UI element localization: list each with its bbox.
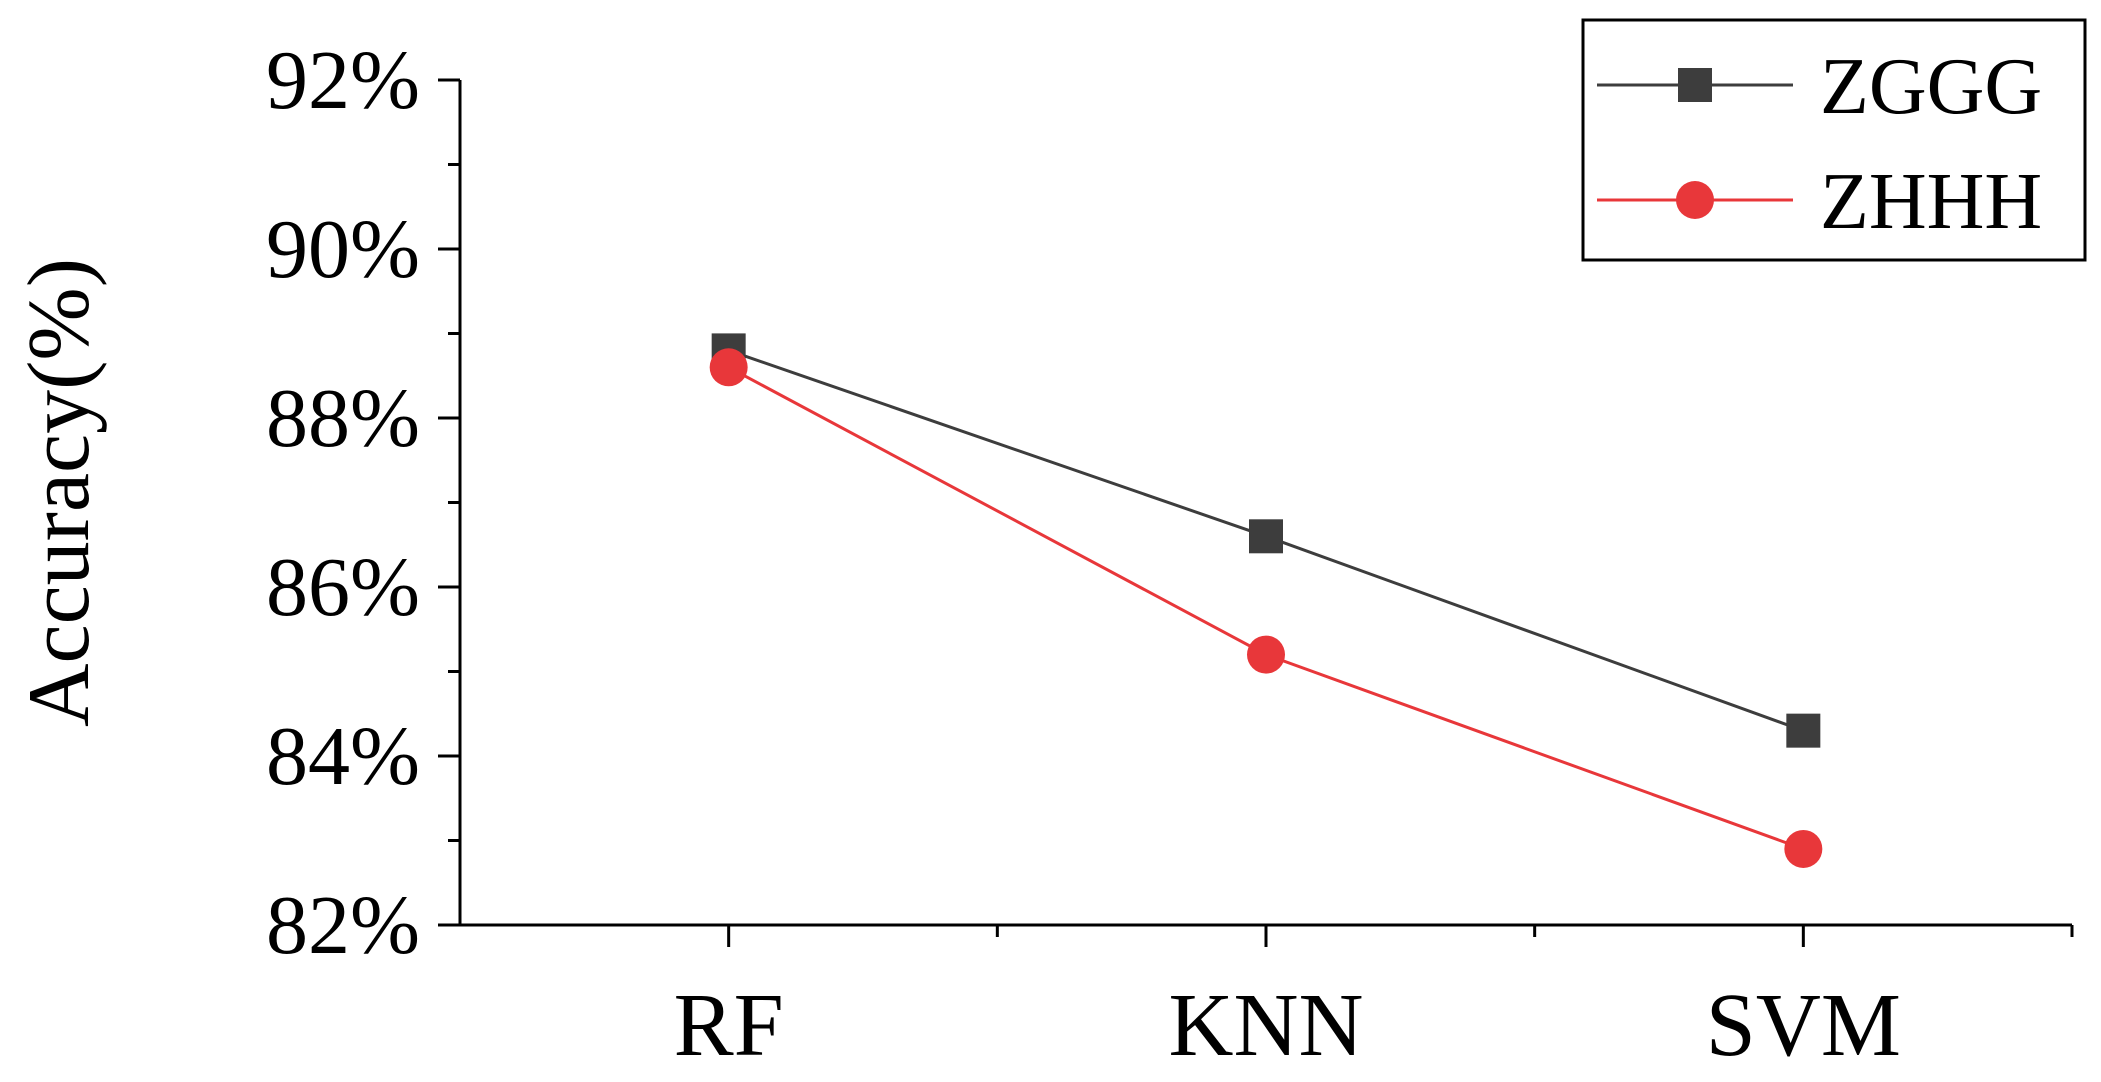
legend-item: ZGGG (1597, 43, 2042, 131)
y-tick-label: 90% (266, 203, 420, 296)
legend-marker-circle (1676, 181, 1714, 219)
legend-label: ZHHH (1820, 158, 2042, 246)
legend-label: ZGGG (1820, 43, 2042, 131)
x-axis-ticks (727, 925, 2074, 947)
series-zggg (711, 333, 1821, 748)
y-tick-label: 92% (266, 34, 420, 127)
axes: 82% 84% 86% 88% 90% 92% RF KNN SVM Accuracy(%) (11, 34, 2074, 1075)
x-tick-label: KNN (1169, 976, 1364, 1075)
y-tick-label: 88% (266, 372, 420, 465)
data-point-square (1786, 713, 1821, 748)
x-tick-label: RF (674, 976, 784, 1075)
data-point-circle (1247, 635, 1285, 674)
data-point-circle (709, 348, 748, 387)
series-layer (709, 333, 1823, 868)
series-line (727, 365, 1804, 851)
y-tick-label: 84% (266, 710, 420, 803)
x-tick-label: SVM (1706, 976, 1901, 1075)
y-axis-label: Accuracy(%) (11, 258, 108, 727)
x-axis-tick-labels: RF KNN SVM (674, 976, 1901, 1075)
y-tick-label: 86% (266, 541, 420, 634)
y-axis-tick-labels: 82% 84% 86% 88% 90% 92% (266, 34, 420, 972)
legend-marker-square (1678, 68, 1712, 102)
legend: ZGGG ZHHH (1581, 18, 2087, 262)
y-tick-label: 82% (266, 879, 420, 972)
legend-item: ZHHH (1597, 158, 2042, 246)
data-point-circle (1784, 829, 1823, 868)
y-axis-ticks (438, 78, 460, 927)
data-point-square (1249, 519, 1283, 554)
series-zhhh (709, 348, 1823, 868)
legend-box (1581, 18, 2087, 262)
